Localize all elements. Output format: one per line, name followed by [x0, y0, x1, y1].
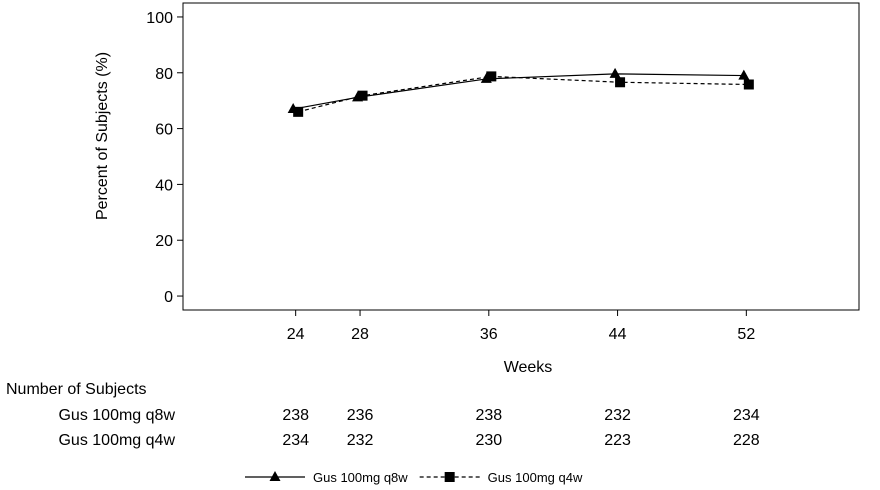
y-axis: 0 20 40 60 80 100	[146, 10, 183, 306]
square-marker	[444, 472, 455, 482]
subject-count: 228	[733, 432, 760, 449]
plot-frame	[182, 2, 860, 311]
y-tick-label: 100	[146, 10, 173, 27]
x-tick-label: 28	[351, 326, 369, 343]
subject-count: 236	[347, 407, 374, 424]
subject-count: 232	[604, 407, 631, 424]
subject-count: 234	[733, 407, 760, 424]
subject-count: 223	[604, 432, 631, 449]
subject-count: 238	[282, 407, 309, 424]
square-marker	[486, 71, 497, 82]
square-marker	[293, 106, 304, 117]
y-tick-label: 20	[155, 233, 173, 250]
y-tick-label: 40	[155, 177, 173, 194]
x-tick-label: 44	[609, 326, 627, 343]
y-tick-label: 80	[155, 66, 173, 83]
y-axis-label: Percent of Subjects (%)	[94, 52, 111, 220]
y-tick-label: 60	[155, 122, 173, 139]
subjects-table-header: Number of Subjects	[6, 381, 147, 398]
subjects-row-label: Gus 100mg q4w	[58, 432, 175, 449]
square-marker	[357, 90, 368, 101]
subject-count: 232	[347, 432, 374, 449]
series-layer	[287, 67, 754, 117]
triangle-marker	[609, 67, 621, 78]
subjects-table: Number of Subjects Gus 100mg q8w Gus 100…	[6, 381, 760, 449]
x-axis-label: Weeks	[504, 359, 553, 376]
square-marker	[615, 77, 626, 88]
subject-count: 238	[475, 407, 502, 424]
legend-label: Gus 100mg q4w	[488, 470, 583, 485]
subjects-counts: 238 236 238 232 234 234 232 230 223 228	[282, 407, 759, 449]
subjects-row-label: Gus 100mg q8w	[58, 407, 175, 424]
legend-label: Gus 100mg q8w	[313, 470, 408, 485]
triangle-marker	[738, 69, 750, 80]
x-tick-label: 52	[737, 326, 755, 343]
x-tick-label: 36	[480, 326, 498, 343]
y-tick-label: 0	[164, 289, 173, 306]
subject-count: 230	[475, 432, 502, 449]
subject-count: 234	[282, 432, 309, 449]
triangle-marker	[269, 471, 281, 481]
square-marker	[743, 79, 754, 90]
legend: Gus 100mg q8w Gus 100mg q4w	[245, 470, 583, 485]
x-axis: 24 28 36 44 52	[287, 310, 755, 343]
x-tick-label: 24	[287, 326, 305, 343]
